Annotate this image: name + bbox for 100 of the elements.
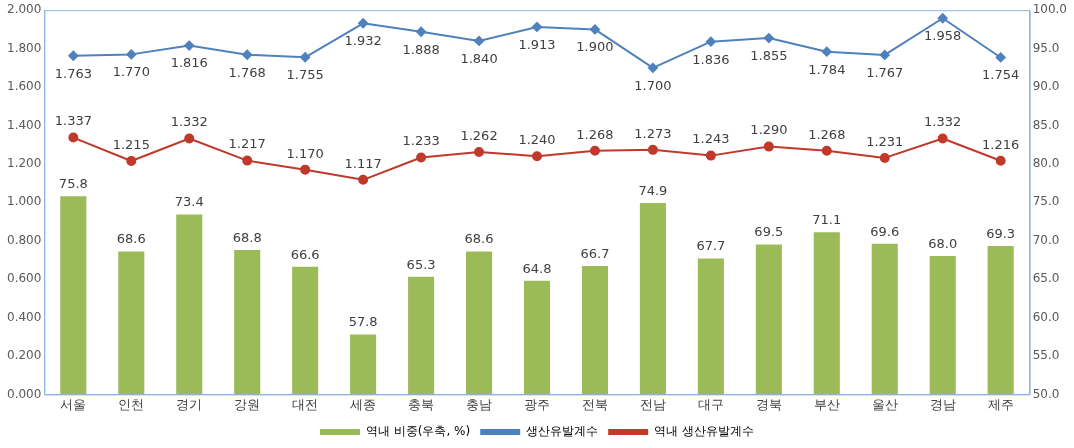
data-label: 73.4: [174, 194, 204, 210]
y-tick-label: 1.000: [6, 194, 42, 209]
y-tick-label: 1.800: [6, 40, 42, 55]
data-label: 1.332: [170, 114, 208, 130]
data-label: 1.231: [866, 133, 904, 149]
y-tick-label: 0.400: [6, 309, 42, 324]
data-label: 66.6: [290, 246, 320, 262]
data-label: 74.9: [638, 182, 668, 198]
data-label: 1.217: [228, 136, 266, 152]
x-tick-label: 경북: [755, 396, 782, 412]
point: [358, 18, 369, 29]
data-label: 69.5: [754, 224, 784, 240]
x-tick-label: 제주: [987, 396, 1014, 412]
data-label: 69.6: [870, 223, 900, 239]
data-label: 1.268: [808, 126, 846, 142]
y2-tick-label: 75.0: [1032, 194, 1060, 209]
data-label: 71.1: [812, 212, 842, 228]
data-label: 68.0: [928, 235, 958, 251]
y2-tick-label: 100.0: [1032, 2, 1068, 17]
point: [184, 40, 195, 51]
point: [705, 150, 716, 161]
y-tick-label: 0.600: [6, 271, 42, 286]
point: [474, 35, 485, 46]
point: [589, 145, 600, 156]
x-tick-label: 경남: [929, 396, 956, 412]
legend-label: 역내 생산유발계수: [654, 424, 755, 439]
data-label: 57.8: [348, 314, 378, 330]
data-label: 69.3: [986, 225, 1016, 241]
point: [474, 146, 485, 157]
x-tick-label: 강원: [234, 396, 261, 412]
point: [68, 50, 79, 61]
y2-tick-label: 95.0: [1032, 40, 1060, 55]
point: [532, 151, 542, 162]
data-label: 1.273: [634, 125, 672, 141]
data-label: 1.768: [228, 64, 266, 80]
data-label: 75.8: [58, 176, 88, 192]
x-tick-label: 전남: [639, 396, 666, 412]
x-tick-label: 부산: [813, 396, 840, 412]
data-label: 1.700: [634, 77, 672, 93]
x-tick-label: 경기: [176, 396, 203, 412]
data-label: 1.233: [402, 133, 440, 149]
y-tick-label: 2.000: [6, 2, 42, 17]
y-tick-label: 0.000: [6, 386, 42, 401]
data-label: 68.6: [464, 231, 494, 247]
data-label: 1.332: [924, 114, 962, 130]
data-label: 1.855: [750, 47, 788, 63]
data-label: 1.958: [924, 28, 962, 44]
data-label: 1.755: [286, 67, 324, 83]
data-label: 64.8: [522, 260, 552, 276]
data-label: 66.7: [580, 245, 610, 261]
x-tick-label: 충남: [466, 396, 493, 412]
point: [995, 155, 1006, 166]
data-label: 1.767: [866, 64, 904, 80]
point: [879, 49, 890, 60]
x-tick-label: 서울: [60, 396, 87, 412]
data-label: 1.900: [576, 39, 614, 55]
data-label: 1.754: [982, 67, 1020, 83]
x-tick-label: 전북: [581, 396, 608, 412]
y2-tick-label: 70.0: [1032, 232, 1060, 247]
x-tick-label: 인천: [118, 396, 145, 412]
point: [532, 21, 542, 32]
legend-label: 역내 비중(우축, %): [365, 424, 471, 439]
data-label: 1.216: [982, 136, 1020, 152]
data-label: 1.888: [402, 41, 440, 57]
data-label: 1.932: [344, 33, 382, 49]
y2-tick-label: 85.0: [1032, 117, 1060, 132]
y-tick-label: 0.200: [6, 348, 42, 363]
point: [126, 156, 137, 166]
x-tick-label: 대구: [697, 396, 724, 412]
y-tick-label: 1.400: [6, 117, 42, 132]
y2-tick-label: 50.0: [1032, 386, 1060, 401]
y-tick-label: 1.200: [6, 156, 42, 171]
point: [242, 49, 253, 60]
point: [300, 52, 311, 63]
point: [300, 164, 311, 175]
point: [242, 155, 253, 166]
data-label: 1.840: [460, 50, 498, 66]
data-label: 1.240: [518, 132, 556, 148]
x-tick-label: 울산: [871, 396, 898, 412]
point: [68, 132, 79, 143]
point: [647, 62, 658, 73]
legend-label: 생산유발계수: [526, 424, 599, 439]
y2-tick-label: 80.0: [1032, 156, 1060, 171]
data-label: 1.117: [344, 155, 382, 171]
point: [647, 144, 658, 155]
point: [995, 52, 1006, 63]
y-tick-label: 1.600: [6, 79, 42, 94]
y2-tick-label: 65.0: [1032, 271, 1060, 286]
data-label: 68.6: [116, 231, 146, 247]
data-label: 1.816: [170, 55, 208, 71]
data-label: 1.763: [54, 65, 92, 81]
data-label: 1.262: [460, 127, 498, 143]
y2-tick-label: 90.0: [1032, 79, 1060, 94]
point: [416, 152, 427, 163]
data-label: 1.836: [692, 51, 730, 67]
data-label: 68.8: [232, 229, 262, 245]
point: [126, 49, 137, 60]
y2-tick-label: 55.0: [1032, 348, 1060, 363]
data-label: 1.770: [112, 64, 150, 80]
x-tick-label: 대전: [292, 396, 319, 412]
